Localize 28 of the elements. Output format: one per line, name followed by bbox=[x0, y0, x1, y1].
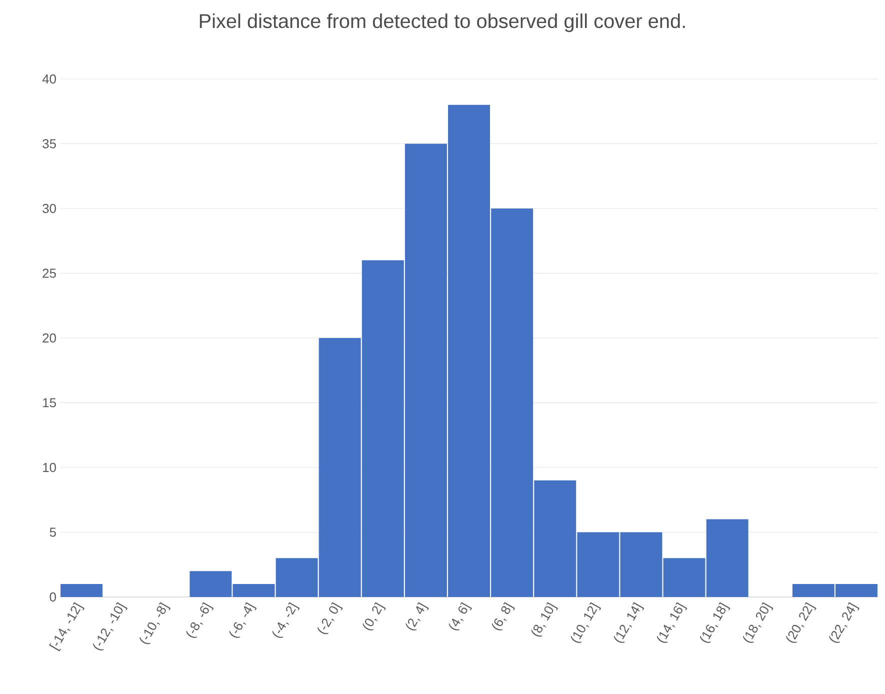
x-tick-label: (22, 24] bbox=[829, 602, 860, 643]
x-tick-label: (12, 14] bbox=[614, 602, 644, 643]
x-tick-label: (2, 4] bbox=[406, 602, 429, 630]
y-tick-label: 0 bbox=[50, 592, 56, 602]
y-tick-label: 35 bbox=[42, 139, 56, 148]
x-tick-label: (20, 22] bbox=[786, 602, 816, 643]
x-tick-label: (-12, -10] bbox=[92, 602, 128, 650]
y-tick-label: 40 bbox=[42, 74, 56, 84]
x-tick-label: (18, 20] bbox=[742, 602, 774, 643]
x-tick-label: (16, 18] bbox=[700, 602, 730, 643]
bar bbox=[60, 584, 103, 597]
chart-title: Pixel distance from detected to observed gill cover end. bbox=[200, 14, 685, 32]
y-tick-label: 15 bbox=[43, 398, 56, 408]
x-tick-label: (14, 16] bbox=[656, 602, 688, 643]
x-tick-label: (8, 10] bbox=[531, 602, 558, 637]
x-tick-label: (-4, -2] bbox=[272, 602, 300, 638]
y-tick-label: 20 bbox=[42, 333, 56, 343]
x-tick-label: (0, 2] bbox=[362, 602, 386, 630]
x-tick-label: (-8, -6] bbox=[186, 602, 214, 638]
y-tick-label: 10 bbox=[43, 462, 56, 472]
y-tick-label: 30 bbox=[42, 204, 56, 214]
x-tick-label: (-6, -4] bbox=[229, 602, 257, 638]
x-tick-label: (6, 8] bbox=[492, 602, 516, 630]
y-tick-label: 5 bbox=[50, 528, 56, 537]
x-tick-label: (4, 6] bbox=[448, 602, 472, 630]
y-tick-label: 25 bbox=[42, 268, 56, 278]
x-tick-label: (-2, 0] bbox=[318, 602, 343, 634]
x-tick-label: (10, 12] bbox=[570, 602, 602, 643]
